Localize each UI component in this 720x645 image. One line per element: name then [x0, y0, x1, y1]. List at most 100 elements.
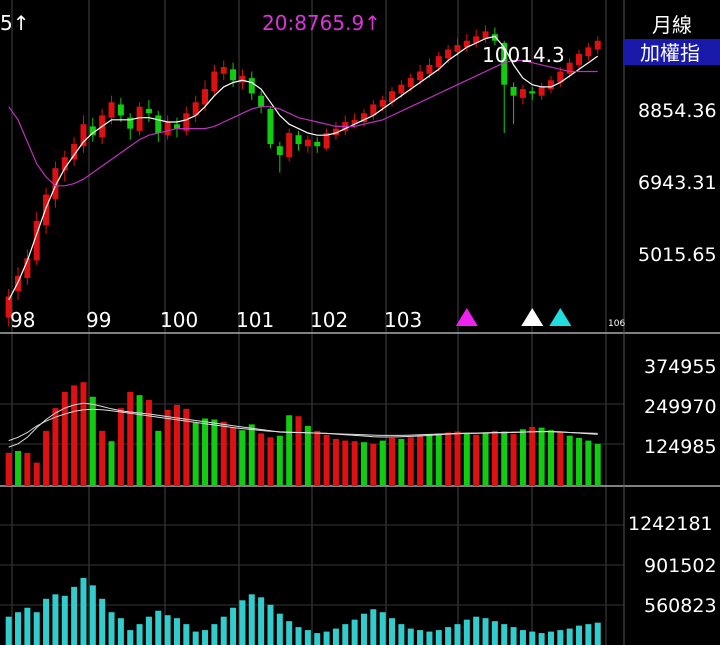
turnover-bar — [145, 616, 152, 645]
turnover-bar — [435, 630, 442, 645]
turnover-bar — [248, 594, 255, 645]
candle-body — [61, 157, 68, 171]
volume-bar — [407, 437, 414, 486]
candle-body — [445, 49, 452, 59]
volume-bar — [99, 430, 106, 486]
turnover-bar — [108, 612, 115, 645]
volume-bar — [426, 434, 433, 486]
year-tick-label: 102 — [310, 308, 348, 332]
volume-bar — [230, 427, 237, 486]
volume-bar — [332, 438, 339, 486]
candle-body — [538, 86, 545, 96]
turnover-bar — [211, 624, 218, 645]
candle-body — [585, 47, 592, 57]
period-label[interactable]: 月線 — [652, 13, 692, 37]
turnover-bar — [454, 624, 461, 645]
year-tick-label: 101 — [236, 308, 274, 332]
turnover-bars — [5, 577, 601, 645]
candle-body — [510, 86, 517, 96]
candle-body — [557, 71, 564, 83]
volume-bar — [202, 418, 209, 486]
volume-tick-label: 124985 — [644, 436, 717, 458]
volume-bar — [445, 432, 452, 486]
candle-body — [43, 194, 50, 226]
index-name[interactable]: 加權指 — [640, 41, 700, 65]
volume-bar — [155, 430, 162, 486]
high-annotation: 10014.3 — [482, 43, 565, 67]
turnover-bar — [230, 607, 237, 645]
price-tick-label: 5015.65 — [638, 244, 717, 266]
volume-ma-line — [8, 408, 598, 442]
candle-body — [519, 89, 526, 98]
turnover-bar — [332, 628, 339, 645]
turnover-bar — [510, 627, 517, 645]
volume-bar — [183, 408, 190, 486]
turnover-bar — [155, 610, 162, 645]
candle-body — [417, 71, 424, 81]
turnover-bar — [389, 618, 396, 645]
candle-body — [286, 133, 293, 158]
candle-body — [211, 71, 218, 92]
volume-bar — [295, 416, 302, 486]
candle-body — [454, 45, 461, 52]
turnover-bar — [117, 618, 124, 645]
volume-bar — [33, 462, 40, 486]
candle-body — [117, 104, 124, 116]
volume-bar — [71, 385, 78, 486]
volume-bar — [389, 437, 396, 486]
volume-bar — [529, 426, 536, 486]
turnover-bar — [342, 624, 349, 645]
volume-bar — [304, 425, 311, 486]
candle-body — [594, 40, 601, 50]
turnover-bar — [426, 631, 433, 645]
turnover-bar — [33, 612, 40, 645]
candle-body — [351, 119, 358, 125]
candle-body — [33, 220, 40, 261]
turnover-bar — [417, 630, 424, 645]
candle-body — [5, 296, 12, 318]
year-tick-label: 99 — [86, 308, 111, 332]
volume-bar — [519, 429, 526, 486]
candle-body — [202, 89, 209, 105]
volume-bar — [211, 419, 218, 486]
candle-body — [295, 135, 302, 145]
volume-bar — [52, 408, 59, 486]
volume-bar — [61, 391, 68, 486]
turnover-bar — [547, 631, 554, 645]
turnover-bar — [5, 616, 12, 645]
volume-bar — [557, 432, 564, 486]
candle-body — [258, 95, 265, 107]
candle-body — [304, 139, 311, 147]
price-moving-averages — [8, 35, 599, 301]
turnover-bar — [258, 597, 265, 645]
volume-bar — [164, 409, 171, 486]
candle-body — [529, 91, 536, 94]
index-tag-bg — [624, 39, 720, 65]
turnover-bar — [407, 628, 414, 645]
candle-body — [323, 133, 330, 149]
turnover-bar — [295, 627, 302, 645]
year-tick-label: 98 — [10, 308, 35, 332]
candle-body — [136, 106, 143, 131]
turnover-bar — [557, 630, 564, 645]
candle-body — [24, 258, 31, 279]
price-ma-line — [8, 59, 598, 187]
turnover-bar — [585, 624, 592, 645]
volume-bar — [510, 434, 517, 486]
candle-body — [183, 113, 190, 131]
candle-body — [370, 104, 377, 116]
turnover-bar — [576, 625, 583, 645]
price-tick-label: 8854.36 — [638, 100, 717, 122]
year-tick-label: 103 — [384, 308, 422, 332]
volume-bars — [5, 382, 601, 486]
turnover-bar — [136, 624, 143, 645]
volume-bar — [585, 440, 592, 486]
volume-bar — [15, 450, 22, 486]
year-tick-label: 100 — [160, 308, 198, 332]
volume-bar — [501, 431, 508, 486]
volume-bar — [454, 431, 461, 486]
volume-bar — [370, 443, 377, 486]
candle-body — [71, 144, 78, 160]
candle-body — [173, 124, 180, 129]
